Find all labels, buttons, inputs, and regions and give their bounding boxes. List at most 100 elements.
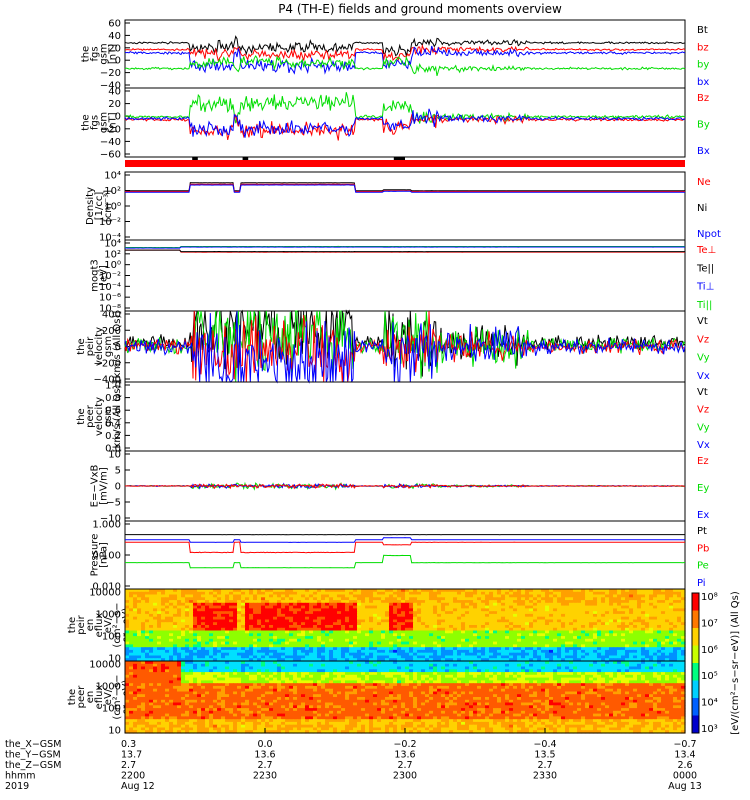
spectrogram-cell <box>501 674 506 679</box>
spectrogram-cell <box>425 680 430 684</box>
spectrogram-cell <box>561 589 566 593</box>
spectrogram-cell <box>477 602 482 607</box>
spectrogram-cell <box>341 644 346 648</box>
spectrogram-cell <box>221 658 226 662</box>
spectrogram-cell <box>425 655 430 659</box>
spectrogram-cell <box>197 655 202 659</box>
spectrogram-cell <box>145 633 150 637</box>
spectrogram-cell <box>125 661 130 665</box>
spectrogram-cell <box>553 602 558 607</box>
spectrogram-cell <box>473 611 478 615</box>
spectrogram-cell <box>341 608 346 612</box>
spectrogram-cell <box>337 677 342 681</box>
spectrogram-cell <box>289 649 294 654</box>
ylabel-line: the <box>81 46 92 62</box>
spectrogram-cell <box>477 605 482 609</box>
spectrogram-cell <box>173 655 178 659</box>
spectrogram-cell <box>293 658 298 662</box>
spectrogram-cell <box>169 619 174 623</box>
spectrogram-cell <box>161 591 166 596</box>
spectrogram-cell <box>413 644 418 648</box>
spectrogram-cell <box>609 611 614 615</box>
spectrogram-cell <box>185 619 190 623</box>
spectrogram-cell <box>489 655 494 659</box>
spectrogram-cell <box>529 649 534 654</box>
spectrogram-cell <box>549 658 554 662</box>
spectrogram-cell <box>485 591 490 596</box>
spectrogram-cell <box>217 608 222 612</box>
spectrogram-cell <box>549 591 554 596</box>
spectrogram-cell <box>297 594 302 598</box>
spectrogram-cell <box>145 625 150 629</box>
spectrogram-cell <box>345 625 350 629</box>
spectrogram-cell <box>173 636 178 640</box>
spectrogram-cell <box>381 638 386 643</box>
spectrogram-cell <box>177 669 182 673</box>
spectrogram-cell <box>529 644 534 648</box>
spectrogram-cell <box>529 672 534 676</box>
spectrogram-cell <box>585 611 590 615</box>
spectrogram-cell <box>545 594 550 598</box>
spectrogram-cell <box>217 641 222 645</box>
spectrogram-cell <box>253 591 258 596</box>
spectrogram-cell <box>225 674 230 679</box>
spectrogram-cell <box>249 611 254 615</box>
spectrogram-cell <box>521 669 526 673</box>
spectrogram-cell <box>225 649 230 654</box>
spectrogram-cell <box>137 589 142 593</box>
spectrogram-cell <box>665 644 670 648</box>
spectrogram-cell <box>237 616 242 621</box>
spectrogram-cell <box>677 644 682 648</box>
spectrogram-cell <box>357 591 362 596</box>
spectrogram-cell <box>533 638 538 643</box>
spectrogram-cell <box>201 677 206 681</box>
spectrogram-cell <box>389 619 394 623</box>
spectrogram-cell <box>145 655 150 659</box>
spectrogram-cell <box>501 649 506 654</box>
spectrogram-cell <box>261 666 266 670</box>
spectrogram-cell <box>461 674 466 679</box>
spectrogram-cell <box>425 674 430 679</box>
spectrogram-cell <box>369 666 374 670</box>
spectrogram-cell <box>457 638 462 643</box>
spectrogram-cell <box>261 649 266 654</box>
spectrogram-cell <box>193 658 198 662</box>
spectrogram-cell <box>213 674 218 679</box>
spectrogram-cell <box>137 633 142 637</box>
spectrogram-cell <box>665 636 670 640</box>
spectrogram-cell <box>509 636 514 640</box>
spectrogram-cell <box>241 638 246 643</box>
spectrogram-cell <box>221 641 226 645</box>
spectrogram-cell <box>233 655 238 659</box>
spectrogram-cell <box>449 677 454 681</box>
spectrogram-cell <box>533 625 538 629</box>
spectrogram-cell <box>217 655 222 659</box>
spectrogram-cell <box>349 649 354 654</box>
spectrogram-cell <box>401 616 406 621</box>
spectrogram-cell <box>157 600 162 604</box>
spectrogram-cell <box>269 641 274 645</box>
spectrogram-cell <box>665 666 670 670</box>
spectrogram-cell <box>465 663 470 668</box>
spectrogram-cell <box>173 630 178 634</box>
spectrogram-cell <box>385 625 390 629</box>
spectrogram-cell <box>237 605 242 609</box>
spectrogram-cell <box>325 608 330 612</box>
spectrogram-cell <box>545 605 550 609</box>
spectrogram-cell <box>617 619 622 623</box>
spectrogram-cell <box>137 641 142 645</box>
spectrogram-cell <box>265 611 270 615</box>
spectrogram-cell <box>185 652 190 657</box>
spectrogram-cell <box>641 644 646 648</box>
spectrogram-cell <box>293 589 298 593</box>
spectrogram-cell <box>549 605 554 609</box>
spectrogram-cell <box>649 608 654 612</box>
spectrogram-cell <box>569 591 574 596</box>
spectrogram-cell <box>613 622 618 626</box>
spectrogram-cell <box>165 627 170 632</box>
spectrogram-cell <box>417 633 422 637</box>
spectrogram-cell <box>173 594 178 598</box>
spectrogram-cell <box>349 591 354 596</box>
spectrogram-cell <box>357 597 362 601</box>
spectrogram-cell <box>421 647 426 651</box>
